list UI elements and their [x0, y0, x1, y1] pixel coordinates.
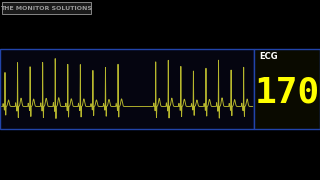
Bar: [254, 49, 320, 129]
Bar: [2, 2, 91, 14]
Bar: [0, 49, 254, 129]
Text: THE MONITOR SOLUTIONS: THE MONITOR SOLUTIONS: [0, 6, 92, 11]
Text: ECG: ECG: [259, 52, 278, 61]
Text: 170: 170: [255, 76, 320, 110]
